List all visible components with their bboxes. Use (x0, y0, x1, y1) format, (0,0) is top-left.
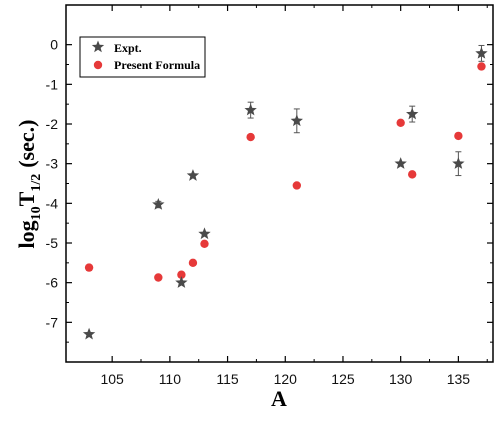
expt-point (475, 46, 488, 59)
expt-point (290, 114, 303, 127)
y-tick-label: -6 (46, 275, 59, 291)
expt-point (186, 169, 200, 181)
y-tick-label: -3 (46, 156, 59, 172)
x-axis-title: A (271, 386, 287, 411)
formula-point (292, 181, 302, 190)
y-axis-title-sub10: 10 (29, 206, 44, 220)
expt-point (394, 157, 407, 169)
legend-marker-formula (93, 60, 103, 70)
expt-point (152, 198, 165, 210)
formula-point (408, 170, 417, 179)
expt-point (452, 157, 465, 169)
expt-point (244, 103, 257, 116)
y-axis-title-unit: (sec.) (14, 120, 39, 168)
y-axis-ticks: 0 -1 -2 -3 -4 -5 -6 -7 (46, 37, 493, 343)
formula-point (84, 263, 94, 272)
expt-point (406, 107, 419, 120)
x-tick-label: 130 (389, 371, 413, 387)
legend-label-expt: Expt. (114, 41, 142, 55)
legend-items (91, 40, 105, 70)
legend-label-formula: Present Formula (114, 58, 200, 72)
y-tick-label: -1 (46, 76, 59, 92)
legend-box (79, 36, 206, 78)
y-axis-title-T: T (14, 191, 39, 206)
formula-point (177, 270, 186, 279)
legend: Expt. Present Formula (79, 36, 206, 78)
formula-point (396, 118, 405, 128)
expt-point (82, 327, 96, 340)
x-tick-label: 105 (100, 371, 124, 387)
legend-marker-expt (91, 40, 105, 53)
x-tick-label: 115 (216, 371, 239, 387)
formula-point (200, 239, 209, 248)
x-axis-ticks: 105 110 115 120 125 130 135 (100, 5, 488, 387)
x-tick-label: 125 (331, 371, 355, 387)
formula-point (154, 273, 163, 282)
x-tick-label: 135 (447, 371, 471, 387)
expt-point (175, 276, 188, 288)
expt-point (198, 227, 211, 240)
y-axis-title-sub12: 1/2 (29, 174, 44, 192)
y-tick-label: 0 (50, 37, 58, 53)
formula-point (188, 258, 198, 268)
y-axis-title: log10T1/2 (sec.) (14, 120, 44, 249)
x-tick-label: 110 (159, 371, 182, 387)
y-axis-title-log: log (14, 220, 39, 248)
y-tick-label: -5 (46, 235, 59, 251)
x-tick-label: 120 (274, 371, 298, 387)
formula-point (454, 131, 463, 141)
y-tick-label: -7 (46, 314, 59, 330)
series-layer (82, 44, 488, 340)
y-tick-label: -4 (46, 195, 59, 211)
y-tick-label: -2 (46, 116, 59, 132)
formula-point (246, 132, 255, 142)
formula-point (477, 62, 486, 71)
